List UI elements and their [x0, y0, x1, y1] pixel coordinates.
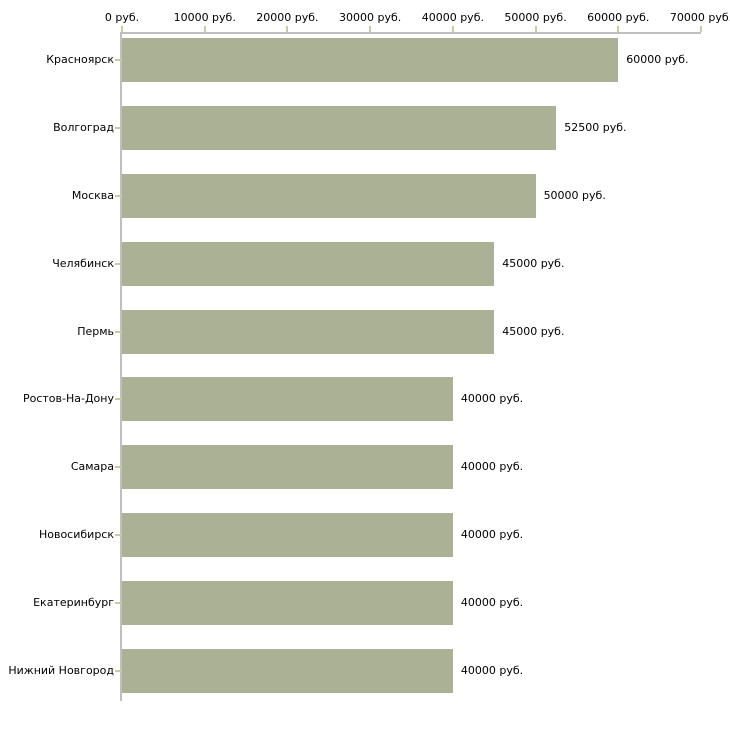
x-axis-tick — [369, 26, 372, 32]
x-axis-tick-label: 50000 руб. — [504, 11, 567, 24]
bar — [122, 309, 495, 354]
x-axis-tick — [203, 26, 206, 32]
y-axis-tick — [115, 262, 122, 265]
category-label: Ростов-На-Дону — [22, 392, 114, 406]
x-axis-tick — [451, 26, 454, 32]
category-label: Красноярск — [46, 53, 114, 66]
x-axis-tick — [617, 26, 620, 32]
category-label: Екатеринбург — [33, 596, 114, 610]
y-axis-tick — [115, 466, 122, 469]
bar — [122, 377, 453, 422]
bar — [122, 581, 453, 626]
bar — [122, 38, 619, 82]
x-axis-tick-label: 10000 руб. — [173, 11, 236, 24]
category-label: Самара — [70, 460, 114, 474]
category-label: Новосибирск — [38, 528, 114, 542]
category-label: Москва — [71, 188, 114, 202]
x-axis-tick — [534, 26, 537, 32]
y-axis-tick — [115, 534, 122, 537]
x-axis-tick-label: 40000 руб. — [421, 11, 484, 24]
y-axis-tick — [115, 670, 122, 672]
x-axis-tick-label: 30000 руб. — [339, 11, 402, 24]
value-label: 40000 руб. — [460, 664, 524, 677]
x-axis-tick-label: 70000 руб. — [669, 11, 730, 24]
category-label: Челябинск — [52, 256, 114, 270]
category-label: Волгоград — [53, 120, 114, 134]
y-axis-tick — [115, 398, 122, 401]
y-axis-tick — [115, 330, 122, 333]
value-label: 60000 руб. — [626, 53, 689, 66]
x-axis-tick — [286, 26, 289, 32]
y-axis-tick — [115, 59, 122, 61]
value-label: 50000 руб. — [543, 188, 606, 202]
bar — [122, 649, 453, 693]
value-label: 45000 руб. — [502, 256, 565, 270]
x-axis-tick-label: 20000 руб. — [256, 11, 319, 24]
x-axis-line — [120, 32, 701, 34]
bar — [122, 241, 495, 286]
category-label: Пермь — [77, 324, 114, 338]
bar — [122, 105, 557, 150]
bar — [122, 513, 453, 558]
value-label: 52500 руб. — [564, 120, 627, 134]
x-axis-tick — [121, 26, 123, 32]
bar — [122, 173, 536, 218]
x-axis-tick-label: 60000 руб. — [587, 11, 650, 24]
y-axis-tick — [115, 602, 122, 605]
x-axis-tick-label: 0 руб. — [104, 11, 140, 24]
x-axis-tick — [700, 26, 702, 32]
value-label: 45000 руб. — [502, 324, 565, 338]
value-label: 40000 руб. — [460, 460, 524, 474]
value-label: 40000 руб. — [460, 596, 524, 610]
bar — [122, 445, 453, 490]
value-label: 40000 руб. — [460, 528, 524, 542]
value-label: 40000 руб. — [460, 392, 524, 406]
category-label: Нижний Новгород — [8, 664, 114, 677]
y-axis-line — [120, 32, 122, 701]
y-axis-tick — [115, 194, 122, 197]
y-axis-tick — [115, 126, 122, 129]
